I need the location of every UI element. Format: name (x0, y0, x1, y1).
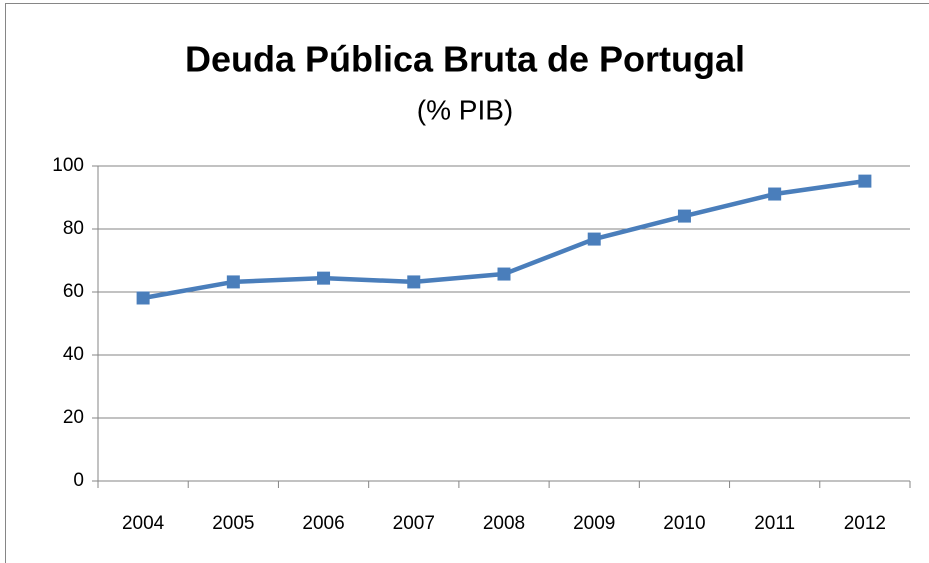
data-point (858, 174, 872, 188)
chart-subtitle: (% PIB) (417, 94, 513, 125)
y-tick-label: 100 (52, 155, 84, 176)
data-point (587, 232, 601, 246)
chart-title: Deuda Pública Bruta de Portugal (185, 39, 745, 80)
data-point (407, 275, 421, 289)
data-point (317, 271, 331, 285)
y-tick-label: 40 (63, 344, 84, 365)
data-point (677, 209, 691, 223)
x-tick-label: 2009 (573, 513, 615, 534)
x-tick-label: 2005 (212, 513, 254, 534)
data-point (226, 275, 240, 289)
x-tick-label: 2011 (754, 513, 795, 534)
x-tick-label: 2010 (663, 513, 705, 534)
data-point (136, 291, 150, 305)
y-tick-label: 60 (63, 281, 84, 302)
y-tick-label: 80 (63, 218, 84, 239)
chart-frame (5, 3, 929, 563)
x-tick-label: 2008 (483, 513, 525, 534)
x-tick-label: 2012 (844, 513, 886, 534)
x-tick-label: 2004 (122, 513, 165, 534)
data-point (768, 187, 782, 201)
y-tick-label: 20 (63, 407, 84, 428)
y-tick-label: 0 (73, 470, 84, 491)
x-tick-label: 2007 (393, 513, 435, 534)
x-tick-label: 2006 (302, 513, 344, 534)
data-point (497, 267, 511, 281)
